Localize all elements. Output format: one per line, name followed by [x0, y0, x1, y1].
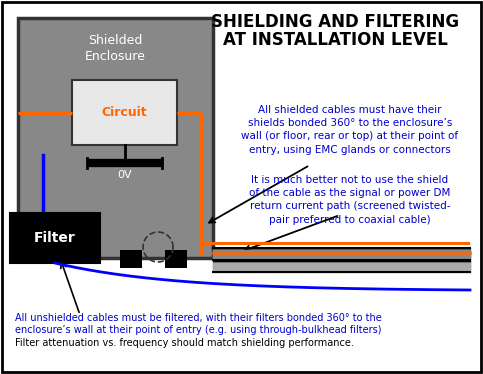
Bar — [10, 213, 100, 263]
Text: It is much better not to use the shield
of the cable as the signal or power DM
r: It is much better not to use the shield … — [249, 175, 451, 225]
Text: AT INSTALLATION LEVEL: AT INSTALLATION LEVEL — [223, 31, 447, 49]
Text: Shielded
Enclosure: Shielded Enclosure — [85, 34, 146, 62]
Bar — [18, 18, 213, 258]
Bar — [72, 80, 177, 145]
Text: 0V: 0V — [117, 170, 132, 180]
Bar — [120, 250, 142, 268]
Bar — [165, 250, 187, 268]
Text: All shielded cables must have their
shields bonded 360° to the enclosure’s
wall : All shielded cables must have their shie… — [242, 105, 458, 154]
Text: All unshielded cables must be filtered, with their filters bonded 360° to the: All unshielded cables must be filtered, … — [15, 313, 382, 323]
Text: Filter attenuation vs. frequency should match shielding performance.: Filter attenuation vs. frequency should … — [15, 338, 354, 348]
Text: SHIELDING AND FILTERING: SHIELDING AND FILTERING — [211, 13, 459, 31]
Text: Circuit: Circuit — [102, 106, 147, 119]
Text: enclosure’s wall at their point of entry (e.g. using through-bulkhead filters): enclosure’s wall at their point of entry… — [15, 325, 382, 335]
Text: Filter: Filter — [34, 231, 76, 245]
